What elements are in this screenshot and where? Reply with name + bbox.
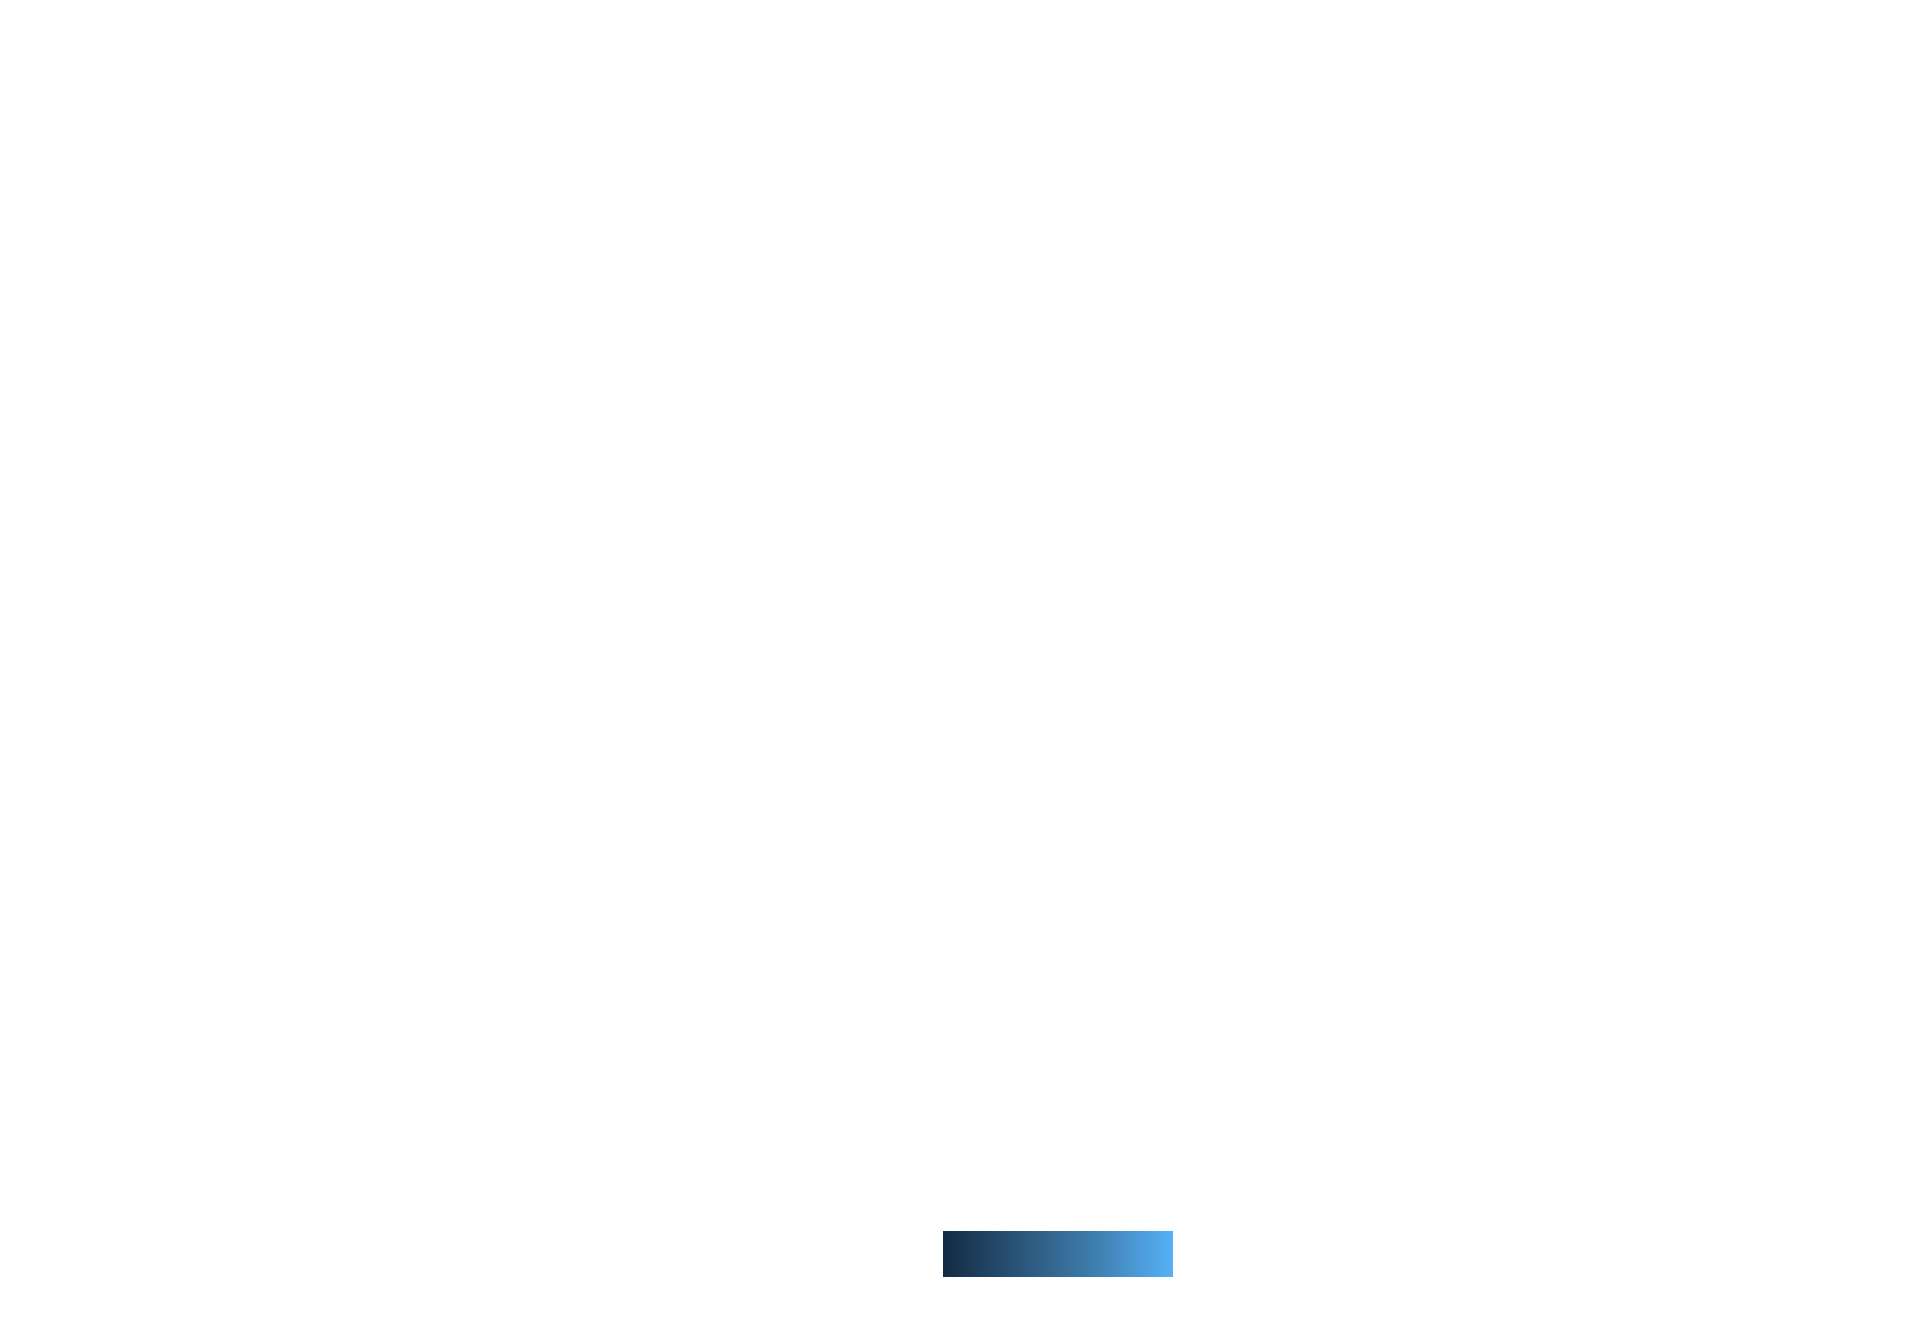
legend-colorbar — [943, 1231, 1173, 1277]
